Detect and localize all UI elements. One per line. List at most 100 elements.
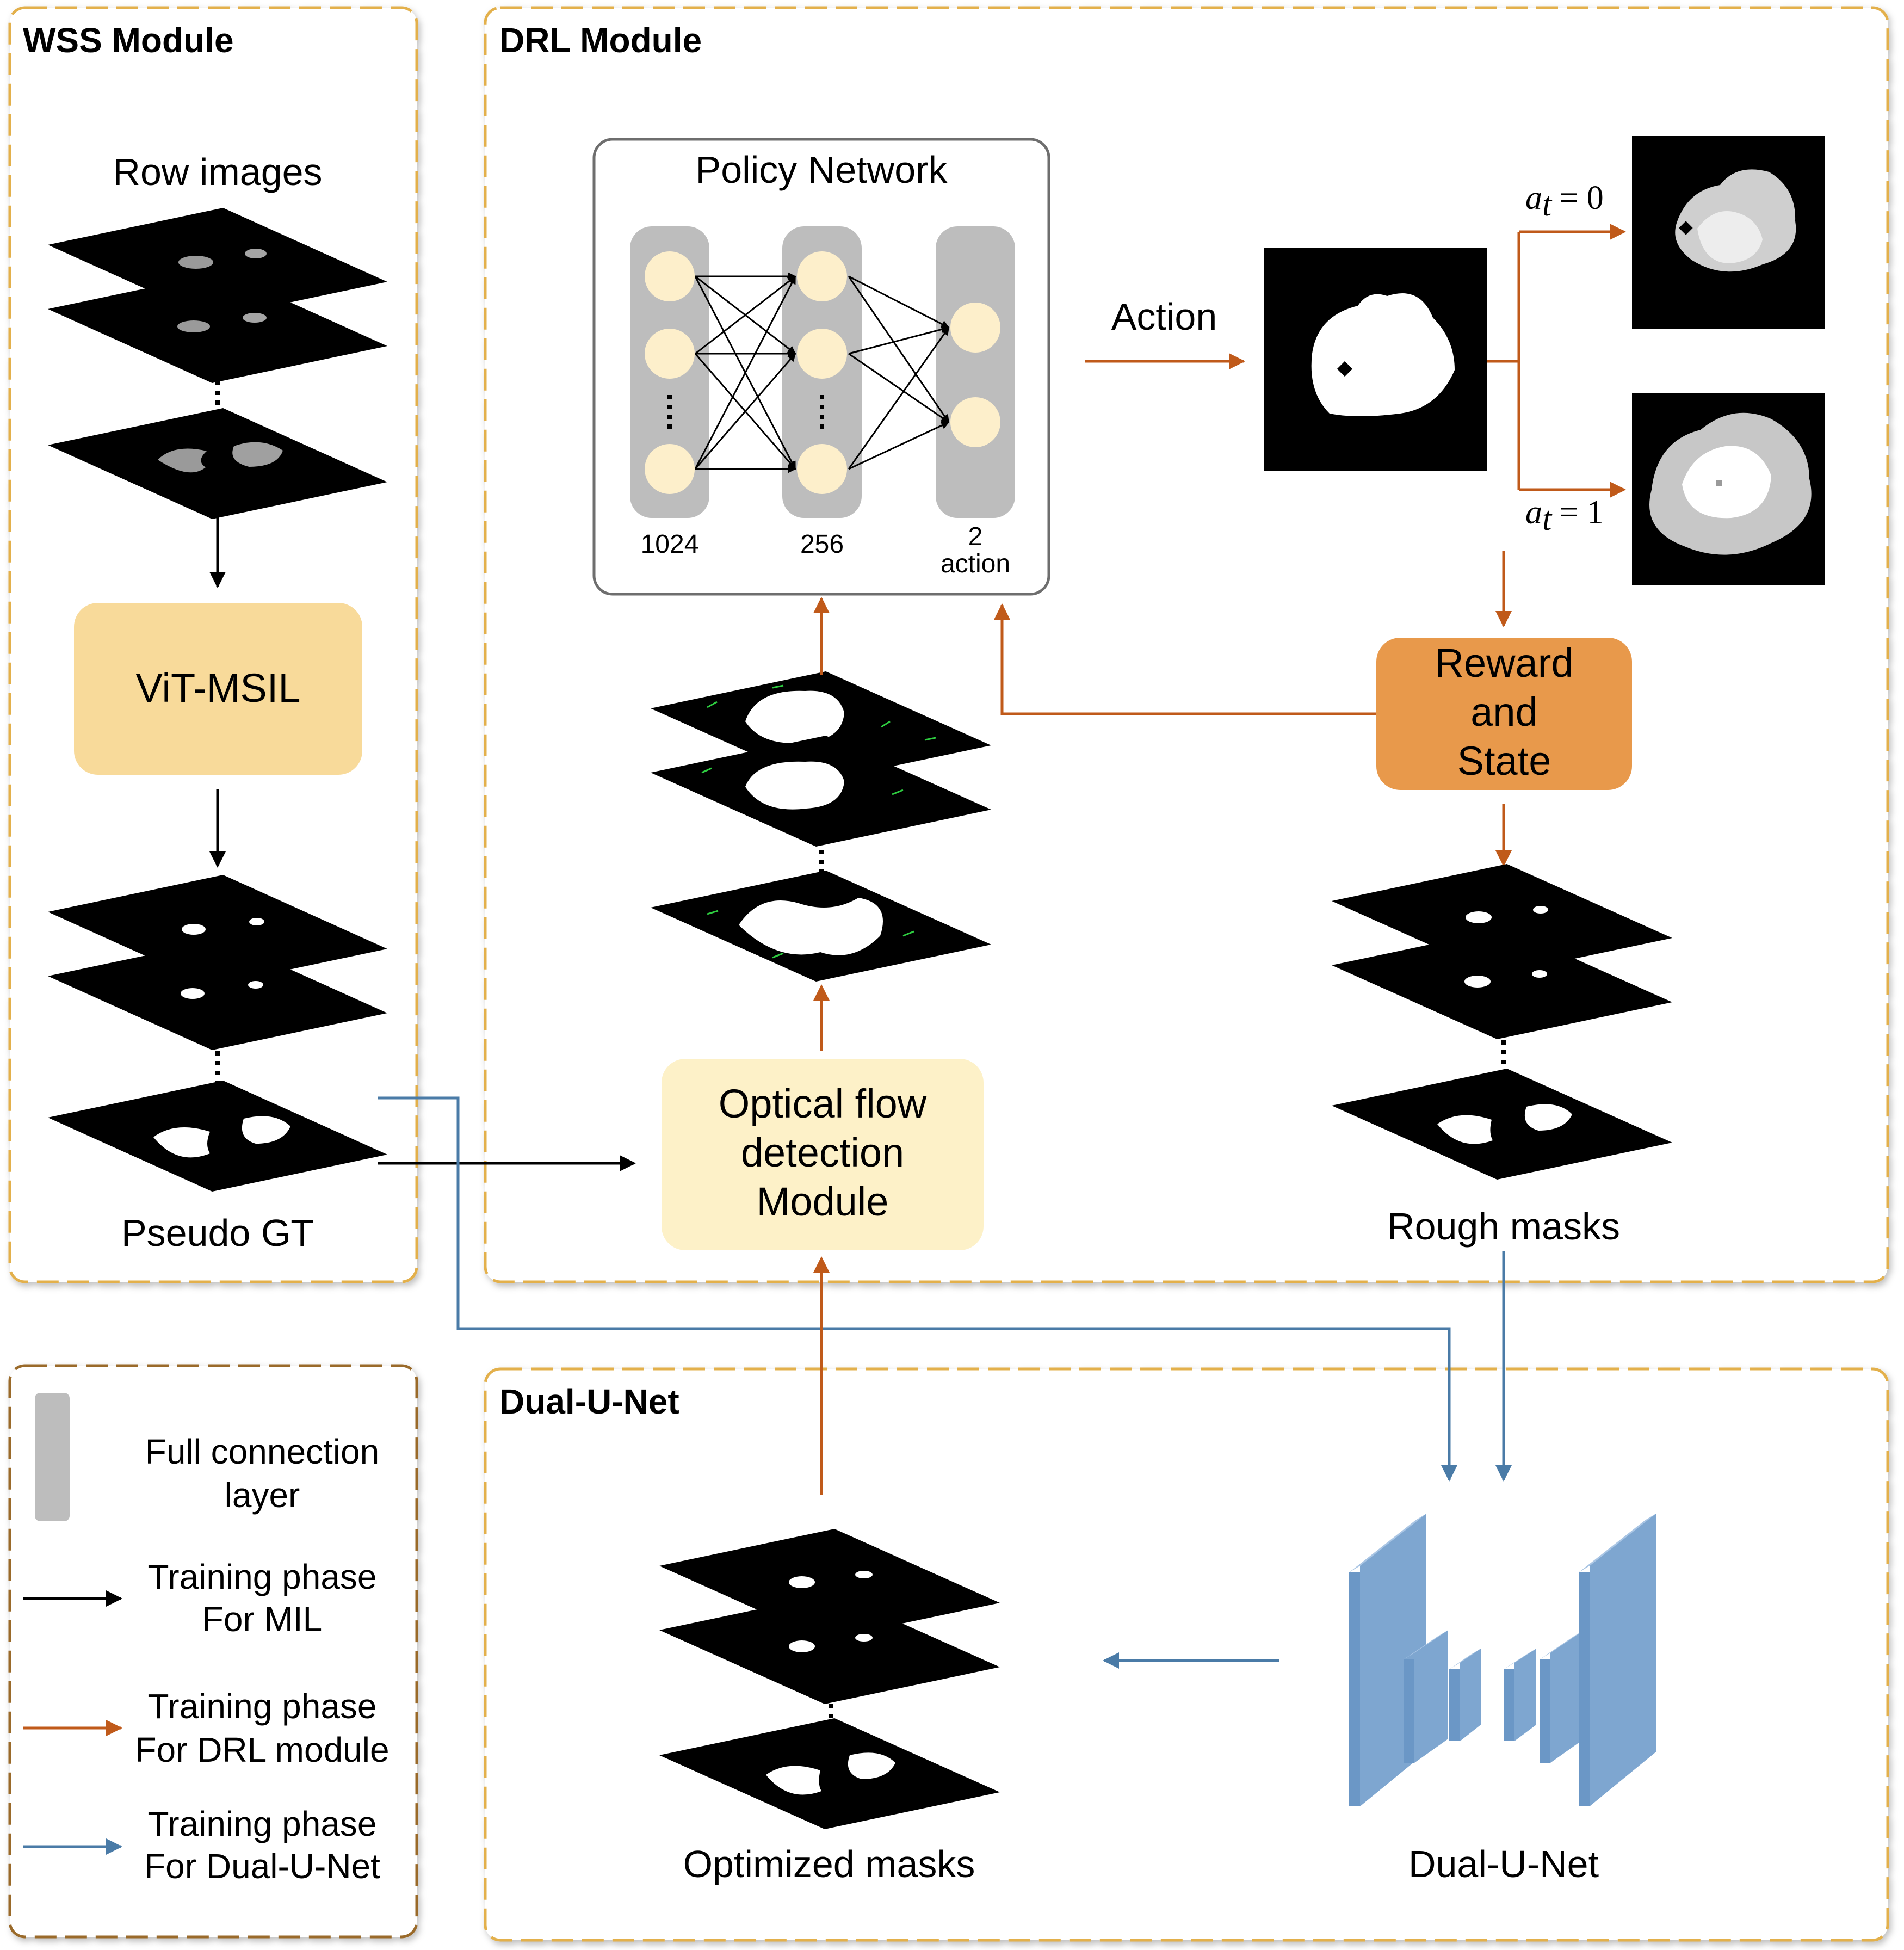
vit-msil-box [74, 603, 362, 775]
dual-unet-module-title: Dual-U-Net [499, 1382, 679, 1421]
current-mask-image [1264, 248, 1487, 471]
neuron [797, 329, 847, 379]
mask-blob [766, 1766, 821, 1795]
legend-fc-swatch [35, 1393, 70, 1521]
action-label: Action [1111, 295, 1217, 338]
neuron [645, 251, 695, 301]
layer-size-1024: 1024 [641, 530, 699, 559]
neuron [645, 444, 695, 494]
flow-mask [745, 761, 844, 810]
wss-module-title: WSS Module [23, 21, 234, 60]
reward-state-line1: Reward [1435, 640, 1574, 686]
legend-drl-line1: Training phase [148, 1687, 377, 1726]
action-1-result-image [1632, 393, 1825, 585]
lung-lesion [232, 442, 283, 467]
legend-frame [8, 1364, 418, 1939]
mask-blob [855, 1634, 873, 1642]
network-nodes [645, 251, 1000, 494]
neuron [950, 397, 1000, 447]
lung-lesion [177, 320, 210, 332]
mask-blob [1437, 1115, 1493, 1144]
legend-fc-line2: layer [225, 1476, 300, 1515]
mask-blob [855, 1571, 873, 1578]
mask-blob [248, 981, 263, 989]
mask-blob [1466, 911, 1492, 923]
flow-mask [745, 690, 844, 743]
optical-flow-box [662, 1059, 984, 1250]
legend-dual-line1: Training phase [148, 1804, 377, 1843]
rough-mask-slice [1332, 1069, 1672, 1180]
optimized-mask-slice [659, 1593, 1000, 1704]
row-images-label: Row images [113, 151, 322, 193]
legend-mil-line1: Training phase [148, 1557, 377, 1596]
mask-blob [181, 988, 205, 999]
pseudo-gt-slice [48, 875, 387, 986]
layer-action-label: action [941, 550, 1010, 578]
drl-module-title: DRL Module [499, 21, 702, 60]
optimized-masks-stack [659, 1529, 1000, 1829]
mask-blob [789, 1640, 815, 1652]
neuron [797, 444, 847, 494]
mask-blob [1533, 906, 1548, 914]
pseudo-gt-stack [48, 875, 387, 1192]
optical-flow-line2: detection [741, 1130, 904, 1175]
mask-blob [249, 918, 264, 925]
rough-mask-slice [1332, 864, 1672, 975]
neuron [797, 251, 847, 301]
row-image-slice [48, 408, 387, 519]
dual-unet-graphic [1349, 1514, 1656, 1806]
lung-lesion [178, 256, 213, 269]
mask-blob [848, 1752, 895, 1779]
lung-lesion [245, 249, 267, 258]
lung-lesion [243, 313, 267, 323]
reward-state-line3: State [1457, 738, 1551, 783]
mask-blob [789, 1576, 815, 1588]
branch-connector [1487, 224, 1626, 498]
vit-msil-label: ViT-MSIL [136, 665, 301, 711]
optimized-masks-label: Optimized masks [683, 1843, 975, 1885]
neuron [645, 329, 695, 379]
row-image-slice [48, 208, 387, 319]
pseudo-gt-label: Pseudo GT [121, 1212, 314, 1254]
flow-mask [739, 898, 883, 955]
neuron [950, 303, 1000, 353]
reward-state-box [1376, 638, 1632, 790]
action-0-label: at = 0 [1525, 180, 1604, 223]
row-image-slice [48, 272, 387, 383]
action-0-result-image [1632, 136, 1825, 329]
pseudo-gt-slice [48, 1081, 387, 1192]
mask-blob [153, 1127, 210, 1158]
mask-blob [1524, 1104, 1572, 1131]
rough-masks-label: Rough masks [1387, 1205, 1620, 1248]
network-connections [694, 272, 950, 473]
optical-flow-line1: Optical flow [719, 1081, 927, 1126]
legend-mil-line2: For MIL [202, 1600, 322, 1639]
arrow-pseudo-to-dualunet [378, 1096, 1457, 1482]
flow-vectors [701, 684, 936, 959]
fc-layer-action [936, 226, 1015, 518]
policy-network-title: Policy Network [696, 149, 948, 191]
layer-size-2: 2 [968, 522, 983, 551]
optimized-mask-slice [659, 1529, 1000, 1640]
mask-blob [1532, 970, 1547, 978]
row-images-stack [48, 208, 387, 519]
lung-lesion [158, 448, 207, 473]
layer-size-256: 256 [800, 530, 844, 559]
optical-flow-line3: Module [757, 1179, 889, 1224]
mask-blob [182, 924, 206, 935]
reward-state-line2: and [1470, 689, 1537, 735]
action-1-label: at = 1 [1525, 494, 1604, 538]
legend-fc-line1: Full connection [145, 1432, 379, 1471]
pseudo-gt-slice [48, 939, 387, 1050]
optimized-mask-slice [659, 1718, 1000, 1829]
rough-mask-slice [1332, 928, 1672, 1039]
legend-drl-line2: For DRL module [135, 1730, 389, 1769]
flow-images-stack [651, 671, 991, 982]
mask-blob [242, 1116, 290, 1144]
mask-blob [1464, 976, 1491, 988]
arrow-reward-to-policy [994, 603, 1376, 715]
rough-masks-stack [1332, 864, 1672, 1180]
legend-dual-line2: For Dual-U-Net [144, 1847, 380, 1886]
dual-unet-label: Dual-U-Net [1408, 1843, 1599, 1885]
